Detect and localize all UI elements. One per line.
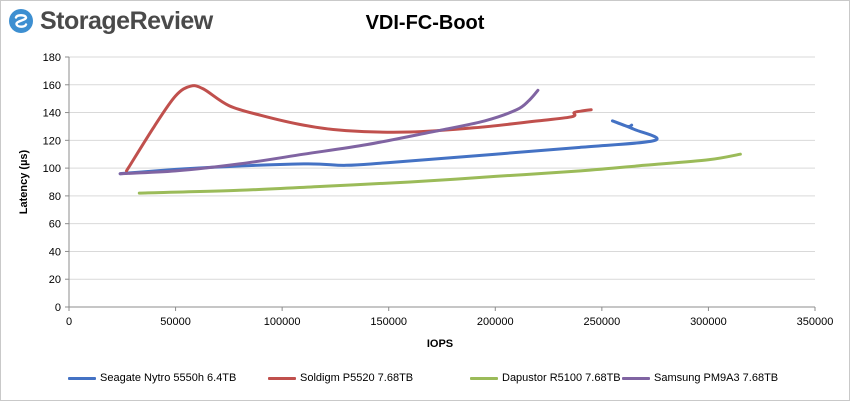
x-tick-label: 250000 [583,316,620,328]
series-line-3 [118,88,540,176]
y-tick-labels: 0 20 40 60 80 100 120 140 160 180 [43,52,61,314]
legend-label: Samsung PM9A3 7.68TB [654,372,779,384]
legend-item: Soldigm P5520 7.68TB [268,372,413,384]
legend-item: Samsung PM9A3 7.68TB [622,372,778,384]
x-tick-label: 300000 [690,316,727,328]
legend-label: Soldigm P5520 7.68TB [300,372,414,384]
x-tick-label: 150000 [370,316,407,328]
y-tick-label: 120 [43,135,61,147]
y-tick-label: 160 [43,80,61,92]
legend-swatch [68,376,96,380]
legend-swatch [268,376,296,380]
x-tick-label: 350000 [797,316,834,328]
brand-name: StorageReview [40,6,213,35]
legend-swatch [470,376,498,380]
x-tick-label: 0 [66,316,72,328]
series-line-0 [118,119,659,176]
series-lines [118,84,742,195]
series-line-1 [125,84,593,173]
legend-label: Dapustor R5100 7.68TB [502,372,621,384]
y-tick-label: 60 [49,219,61,231]
legend: Seagate Nytro 5550h 6.4TB Soldigm P5520 7… [0,372,850,388]
legend-item: Seagate Nytro 5550h 6.4TB [68,372,236,384]
chart-title: VDI-FC-Boot [365,12,485,34]
x-tick-labels: 0 50000 100000 150000 200000 250000 300000 3500… [66,316,833,328]
y-tick-label: 140 [43,108,61,120]
y-tick-label: 80 [49,191,61,203]
storage-review-logo-icon [9,9,33,33]
x-tick-label: 200000 [477,316,514,328]
y-tick-label: 40 [49,246,61,258]
legend-item: Dapustor R5100 7.68TB [470,372,621,384]
y-tick-label: 0 [55,302,61,314]
x-tick-label: 100000 [264,316,301,328]
y-tick-label: 180 [43,52,61,64]
y-tick-label: 20 [49,274,61,286]
axes [65,56,816,311]
x-axis-title: IOPS [426,338,454,350]
brand-logo: StorageReview [8,4,213,38]
legend-swatch [622,376,650,380]
y-tick-label: 100 [43,163,61,175]
y-axis-title: Latency (µs) [18,149,30,215]
series-line-2 [137,152,742,195]
x-tick-label: 50000 [160,316,191,328]
legend-label: Seagate Nytro 5550h 6.4TB [100,372,237,384]
